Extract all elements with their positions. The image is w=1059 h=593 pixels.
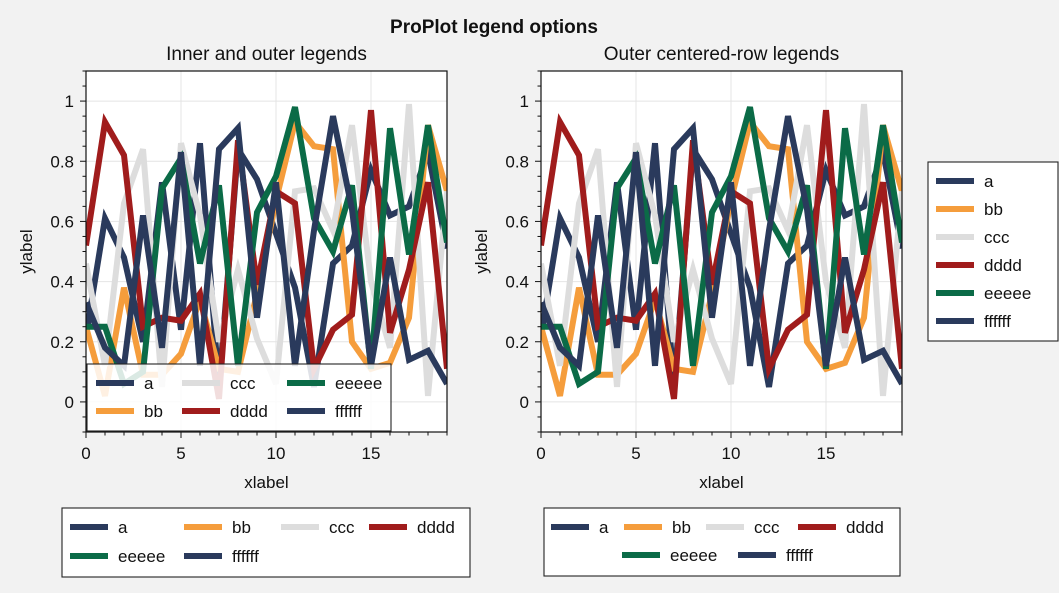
legend-label-dddd: dddd [417, 518, 455, 537]
y-tick-label: 0.6 [50, 212, 74, 231]
legend-label-eeeee: eeeee [984, 284, 1031, 303]
x-tick-label: 0 [536, 444, 545, 463]
y-axis-label: ylabel [17, 229, 36, 273]
legend-label-ffffff: ffffff [232, 547, 259, 566]
legend-label-ccc: ccc [754, 518, 780, 537]
y-tick-label: 0.4 [50, 273, 74, 292]
y-tick-label: 0.2 [505, 333, 529, 352]
x-tick-label: 5 [631, 444, 640, 463]
series-line-ffffff [541, 115, 902, 386]
axes-title: Outer centered-row legends [604, 44, 840, 65]
y-tick-label: 0.4 [505, 273, 529, 292]
y-tick-label: 1 [520, 92, 529, 111]
series-lines [541, 103, 902, 400]
legend-label-eeeee: eeeee [118, 547, 165, 566]
legend-label-a: a [144, 374, 154, 393]
legend-label-eeeee: eeeee [670, 546, 717, 565]
legend-label-ffffff: ffffff [786, 546, 813, 565]
y-axis-label: ylabel [472, 229, 491, 273]
x-tick-label: 0 [81, 444, 90, 463]
figure-suptitle: ProPlot legend options [390, 17, 598, 38]
x-tick-label: 10 [267, 444, 286, 463]
series-line-eeeee [541, 106, 902, 389]
legends: a ccc eeeee bb dddd ffffff a bb ccc dddd eeeee ffff… [61, 161, 1059, 578]
x-tick-label: 5 [176, 444, 185, 463]
legend-label-ffffff: ffffff [984, 312, 1011, 331]
y-tick-label: 1 [65, 92, 74, 111]
series-line-ffffff [86, 115, 447, 386]
legend-label-dddd: dddd [846, 518, 884, 537]
legend-label-bb: bb [144, 402, 163, 421]
legend-label-dddd: dddd [230, 402, 268, 421]
x-tick-label: 15 [817, 444, 836, 463]
axes-right: 0 5 10 15 0 0.2 0.4 0.6 0.8 1 Outer centered-row l… [472, 44, 903, 492]
y-tick-label: 0 [520, 393, 529, 412]
legend-label-ccc: ccc [230, 374, 256, 393]
y-tick-label: 0.6 [505, 212, 529, 231]
legend-label-dddd: dddd [984, 256, 1022, 275]
legend-frame [61, 507, 471, 578]
legend-label-bb: bb [232, 518, 251, 537]
legend-frame [927, 161, 1059, 342]
y-tick-label: 0 [65, 393, 74, 412]
legend-label-eeeee: eeeee [335, 374, 382, 393]
legend-label-a: a [118, 518, 128, 537]
x-axis-label: xlabel [699, 473, 743, 492]
axes-title: Inner and outer legends [166, 44, 367, 65]
y-tick-label: 0.8 [505, 152, 529, 171]
legend-label-bb: bb [672, 518, 691, 537]
legend-label-a: a [984, 172, 994, 191]
legend-label-bb: bb [984, 200, 1003, 219]
x-tick-label: 15 [362, 444, 381, 463]
legend-label-ffffff: ffffff [335, 402, 362, 421]
series-line-eeeee [86, 106, 447, 389]
legend-label-a: a [599, 518, 609, 537]
y-tick-label: 0.8 [50, 152, 74, 171]
y-tick-label: 0.2 [50, 333, 74, 352]
series-line-ccc [541, 103, 902, 397]
legend-frame [543, 507, 901, 577]
series-line-ccc [86, 103, 447, 397]
legend-frame [86, 363, 392, 432]
legend-label-ccc: ccc [329, 518, 355, 537]
x-axis-label: xlabel [244, 473, 288, 492]
legend-label-ccc: ccc [984, 228, 1010, 247]
x-tick-label: 10 [722, 444, 741, 463]
